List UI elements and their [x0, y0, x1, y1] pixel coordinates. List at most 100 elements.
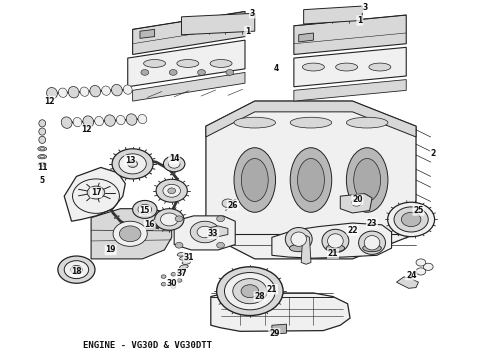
Circle shape — [87, 186, 105, 199]
Circle shape — [168, 188, 175, 194]
Polygon shape — [340, 194, 372, 213]
Circle shape — [155, 209, 184, 230]
Ellipse shape — [40, 148, 45, 150]
Ellipse shape — [47, 87, 57, 99]
Polygon shape — [206, 226, 228, 237]
Ellipse shape — [354, 158, 381, 202]
Text: 29: 29 — [269, 329, 280, 338]
Ellipse shape — [322, 229, 349, 253]
Ellipse shape — [182, 261, 191, 264]
Polygon shape — [133, 72, 245, 101]
Ellipse shape — [290, 117, 332, 128]
Ellipse shape — [210, 59, 232, 67]
Circle shape — [133, 201, 157, 219]
Circle shape — [58, 256, 95, 283]
Circle shape — [222, 199, 234, 208]
Circle shape — [197, 226, 213, 238]
Ellipse shape — [234, 148, 275, 212]
Circle shape — [197, 69, 205, 75]
Text: 30: 30 — [167, 279, 177, 288]
Ellipse shape — [116, 116, 125, 125]
Ellipse shape — [68, 86, 79, 98]
Circle shape — [233, 279, 267, 304]
Circle shape — [171, 285, 176, 288]
Ellipse shape — [123, 85, 132, 94]
Ellipse shape — [359, 231, 386, 255]
Ellipse shape — [369, 63, 391, 71]
Ellipse shape — [285, 228, 312, 251]
Ellipse shape — [61, 117, 72, 129]
Text: 18: 18 — [71, 267, 82, 276]
Polygon shape — [140, 30, 155, 39]
Ellipse shape — [290, 148, 332, 212]
Circle shape — [401, 212, 421, 226]
Ellipse shape — [297, 158, 324, 202]
Ellipse shape — [177, 252, 186, 256]
Ellipse shape — [80, 87, 89, 96]
Text: 28: 28 — [254, 292, 265, 301]
Polygon shape — [91, 209, 172, 259]
Circle shape — [351, 199, 361, 206]
Text: 12: 12 — [44, 96, 55, 105]
Ellipse shape — [73, 117, 82, 127]
Ellipse shape — [144, 59, 166, 67]
Ellipse shape — [336, 63, 358, 71]
Circle shape — [224, 273, 275, 310]
Text: 22: 22 — [347, 226, 358, 235]
Text: 4: 4 — [274, 64, 279, 73]
Text: 20: 20 — [352, 195, 363, 204]
Circle shape — [161, 282, 166, 286]
Circle shape — [64, 261, 89, 279]
Polygon shape — [272, 324, 287, 334]
Polygon shape — [294, 80, 406, 101]
Polygon shape — [272, 223, 392, 258]
Text: 3: 3 — [250, 9, 255, 18]
Circle shape — [416, 268, 426, 275]
Ellipse shape — [39, 128, 46, 135]
Circle shape — [120, 226, 141, 242]
Polygon shape — [64, 167, 125, 221]
Circle shape — [416, 259, 426, 266]
Ellipse shape — [234, 117, 275, 128]
Ellipse shape — [39, 136, 46, 143]
Circle shape — [156, 179, 187, 202]
Ellipse shape — [39, 120, 46, 127]
Circle shape — [394, 207, 428, 232]
Circle shape — [175, 242, 183, 248]
Ellipse shape — [104, 115, 115, 126]
Ellipse shape — [138, 114, 147, 124]
Circle shape — [217, 242, 224, 248]
Circle shape — [113, 221, 147, 246]
Ellipse shape — [126, 114, 137, 125]
Ellipse shape — [346, 117, 388, 128]
Text: 14: 14 — [169, 154, 179, 163]
Circle shape — [217, 267, 283, 316]
Text: 17: 17 — [91, 188, 101, 197]
Polygon shape — [301, 235, 311, 264]
Text: 13: 13 — [125, 156, 135, 165]
Polygon shape — [128, 40, 245, 87]
Ellipse shape — [364, 235, 380, 250]
Ellipse shape — [40, 163, 45, 166]
Polygon shape — [181, 13, 255, 35]
Text: 21: 21 — [328, 249, 338, 258]
Text: 11: 11 — [37, 163, 48, 172]
Polygon shape — [299, 33, 314, 42]
Circle shape — [190, 221, 220, 243]
Circle shape — [161, 275, 166, 278]
Text: 23: 23 — [367, 219, 377, 228]
Ellipse shape — [95, 116, 103, 126]
Text: ENGINE - VG30D & VG30DTT: ENGINE - VG30D & VG30DTT — [83, 341, 212, 350]
Polygon shape — [174, 216, 235, 250]
Ellipse shape — [328, 234, 343, 248]
Polygon shape — [396, 277, 418, 288]
Circle shape — [138, 204, 152, 215]
Ellipse shape — [302, 63, 324, 71]
Text: 31: 31 — [184, 253, 194, 262]
Ellipse shape — [177, 59, 199, 67]
Text: 2: 2 — [431, 149, 436, 158]
Ellipse shape — [38, 154, 47, 159]
Text: 26: 26 — [227, 201, 238, 210]
Ellipse shape — [326, 244, 344, 252]
Ellipse shape — [363, 244, 381, 252]
